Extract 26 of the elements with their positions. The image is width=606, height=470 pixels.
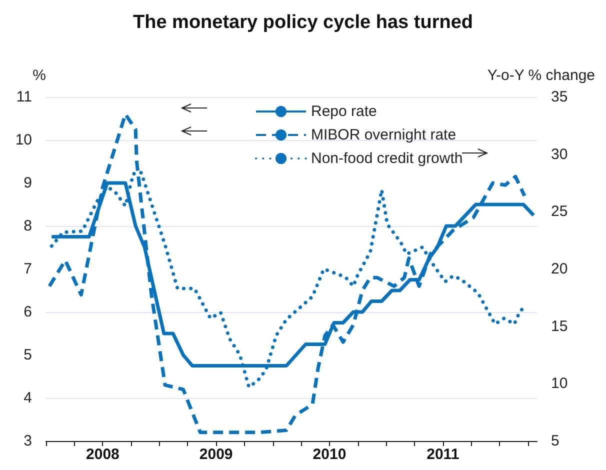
y-tick-label: 9 [24, 174, 32, 192]
y-tick-label: 5 [24, 346, 32, 364]
y2-tick-label: 5 [551, 432, 560, 450]
legend-label: Repo rate [311, 103, 377, 120]
x-tick-label: 2008 [86, 446, 120, 463]
y-axis-title: % [32, 67, 46, 84]
y2-tick-label: 15 [551, 318, 568, 335]
y2-axis-title: Y-o-Y % change [487, 67, 595, 84]
y-tick-label: 6 [24, 304, 32, 320]
y2-tick-label: 20 [551, 260, 568, 278]
y2-tick-label: 25 [551, 203, 568, 220]
legend-label: MIBOR overnight rate [311, 126, 456, 144]
y2-tick-label: 35 [551, 88, 568, 106]
y-tick-label: 3 [24, 432, 32, 450]
y2-tick-label: 10 [551, 375, 568, 392]
y2-tick-label: 30 [551, 146, 568, 163]
chart-title: The monetary policy cycle has turned [133, 12, 473, 33]
x-tick-label: 2010 [312, 446, 346, 463]
x-tick-label: 2011 [426, 446, 460, 463]
y-tick-label: 7 [24, 260, 32, 278]
y-tick-label: 11 [16, 88, 32, 106]
y-tick-label: 8 [24, 218, 32, 234]
y-tick-label: 4 [24, 390, 32, 406]
y-tick-label: 10 [15, 132, 32, 148]
legend-label: Non-food credit growth [311, 150, 463, 167]
x-tick-label: 2009 [199, 446, 233, 463]
